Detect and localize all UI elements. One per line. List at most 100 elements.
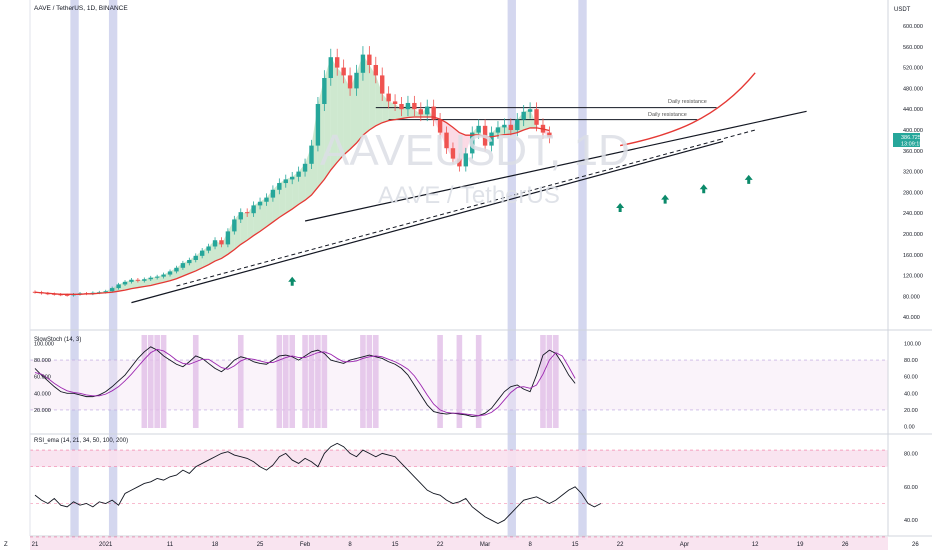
candle-body[interactable] [129, 279, 134, 282]
candle-body[interactable] [444, 132, 449, 149]
candle-body[interactable] [122, 281, 128, 285]
candle-body[interactable] [296, 171, 301, 177]
candle-body[interactable] [290, 176, 295, 180]
candle-body[interactable] [309, 145, 314, 164]
stoch-highlight-bar [192, 335, 199, 428]
candle-body[interactable] [315, 104, 321, 146]
stoch-left-label: 20.000 [34, 408, 51, 414]
stoch-indicator-label[interactable]: SlowStoch (14, 3) [34, 337, 81, 343]
candle-body[interactable] [534, 109, 539, 125]
dashed-trendline[interactable] [176, 129, 756, 287]
candle-body[interactable] [527, 109, 533, 112]
candle-body[interactable] [154, 276, 160, 278]
stoch-left-label: 40.000 [34, 391, 51, 397]
up-arrow-marker[interactable] [661, 194, 670, 204]
candle-body[interactable] [232, 219, 237, 232]
candle-body[interactable] [373, 65, 378, 76]
up-arrow-marker[interactable] [699, 184, 708, 194]
candle-body[interactable] [354, 72, 359, 89]
watermark-ticker: AAVEUSDT, 1D [320, 126, 630, 175]
candle-body[interactable] [264, 197, 269, 202]
support-trendline-extended[interactable] [304, 110, 807, 222]
candle-body[interactable] [412, 102, 417, 110]
candle-body[interactable] [116, 284, 121, 289]
candle-body[interactable] [508, 124, 514, 130]
candle-body[interactable] [251, 205, 256, 214]
candle-body[interactable] [148, 277, 153, 280]
candle-body[interactable] [109, 288, 115, 292]
ema-cloud-segment [292, 171, 299, 210]
candle-body[interactable] [199, 250, 205, 256]
candle-body[interactable] [180, 263, 186, 268]
candle-body[interactable] [328, 57, 333, 78]
candle-body[interactable] [418, 109, 423, 115]
candle-body[interactable] [212, 240, 218, 247]
candle-body[interactable] [193, 255, 198, 260]
candle-body[interactable] [219, 240, 224, 245]
candle-body[interactable] [463, 153, 469, 167]
candle-body[interactable] [386, 93, 391, 102]
candle-body[interactable] [515, 119, 520, 130]
candle-body[interactable] [547, 132, 552, 138]
candle-body[interactable] [142, 279, 147, 281]
candle-body[interactable] [174, 267, 179, 272]
rsi-indicator-label[interactable]: RSI_ema (14, 21, 34, 50, 100, 200) [34, 438, 128, 444]
candle-body[interactable] [431, 106, 436, 120]
candle-body[interactable] [161, 274, 166, 277]
timezone-menu[interactable]: Z [4, 542, 8, 548]
symbol-title[interactable]: AAVE / TetherUS, 1D, BINANCE [34, 5, 128, 12]
candle-body[interactable] [450, 148, 456, 159]
candle-body[interactable] [399, 104, 404, 110]
candle-body[interactable] [425, 106, 430, 115]
candle-body[interactable] [470, 132, 475, 154]
projection-curve[interactable] [619, 72, 756, 147]
candle-body[interactable] [521, 111, 526, 120]
candle-body[interactable] [437, 119, 443, 133]
stoch-tick-label: 60.00 [904, 375, 918, 381]
time-tick-label: 18 [212, 542, 219, 548]
candle-body[interactable] [335, 57, 340, 68]
stoch-d-line[interactable] [34, 348, 576, 417]
candle-body[interactable] [244, 212, 250, 214]
rsi-line[interactable] [34, 442, 602, 525]
candle-body[interactable] [135, 279, 141, 281]
candle-body[interactable] [380, 75, 385, 94]
candle-body[interactable] [347, 75, 353, 89]
candle-body[interactable] [482, 125, 488, 146]
candle-body[interactable] [476, 125, 481, 133]
support-trendline[interactable] [131, 140, 724, 304]
candle-body[interactable] [270, 189, 276, 198]
candle-body[interactable] [187, 260, 192, 264]
candle-body[interactable] [225, 231, 231, 245]
candle-body[interactable] [360, 54, 366, 73]
candle-body[interactable] [367, 54, 372, 65]
candle-body[interactable] [238, 212, 243, 220]
candle-body[interactable] [495, 127, 501, 133]
candle-body[interactable] [206, 246, 211, 251]
up-arrow-marker[interactable] [288, 276, 297, 286]
stoch-k-line[interactable] [34, 346, 576, 417]
candle-body[interactable] [103, 291, 108, 293]
up-arrow-marker[interactable] [616, 202, 625, 212]
candle-body[interactable] [277, 183, 282, 190]
highlight-column [70, 0, 79, 540]
candle-body[interactable] [502, 124, 507, 128]
candle-body[interactable] [257, 201, 263, 206]
candle-body[interactable] [167, 271, 173, 275]
candle-body[interactable] [405, 102, 411, 110]
up-arrow-marker[interactable] [744, 174, 753, 184]
candle-body[interactable] [283, 179, 288, 184]
ema-line[interactable] [34, 116, 550, 295]
candle-body[interactable] [302, 163, 308, 172]
candle-body[interactable] [457, 158, 462, 167]
time-tick-label: 22 [437, 542, 444, 548]
candle-body[interactable] [64, 294, 70, 296]
candle-body[interactable] [489, 132, 494, 146]
candle-body[interactable] [322, 78, 327, 104]
candle-body[interactable] [341, 67, 346, 76]
time-tick-label: 25 [257, 542, 264, 548]
stoch-highlight-bar [315, 335, 321, 428]
candle-body[interactable] [392, 101, 398, 104]
